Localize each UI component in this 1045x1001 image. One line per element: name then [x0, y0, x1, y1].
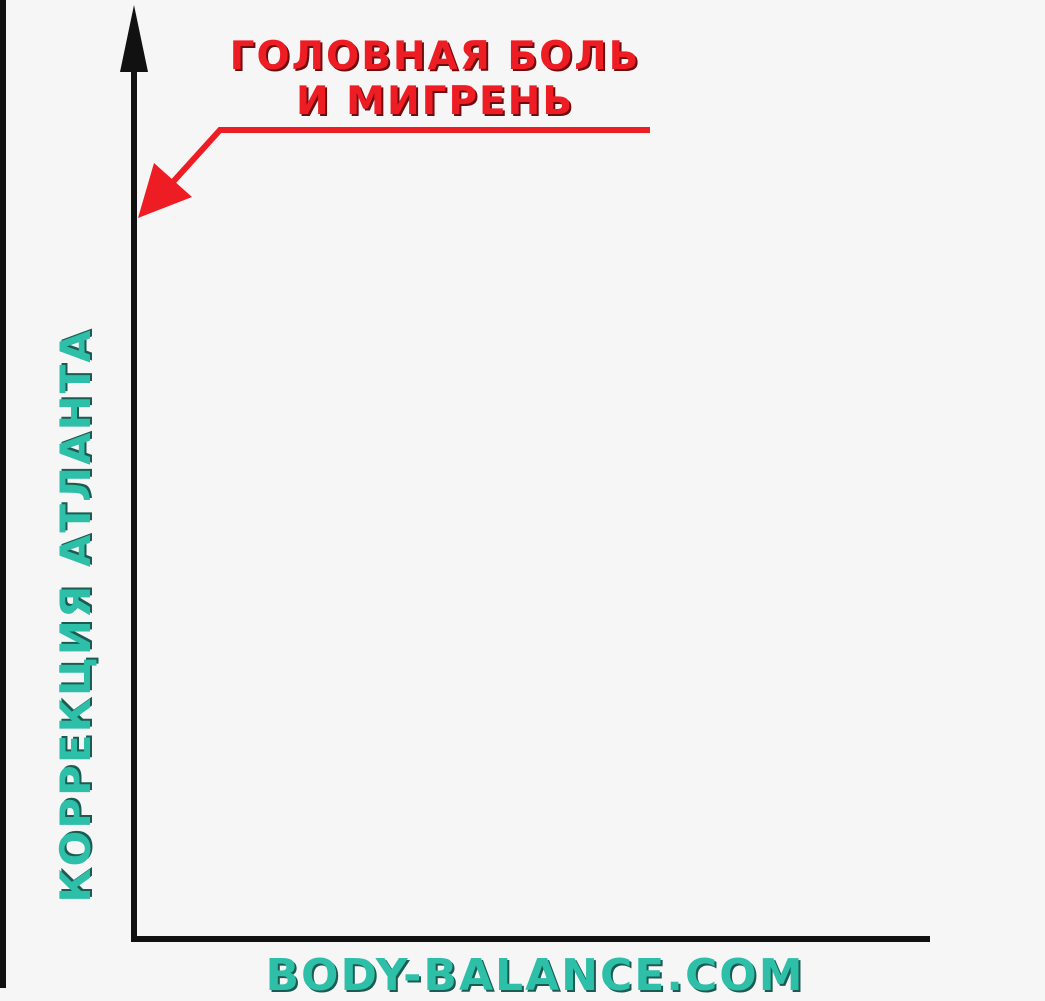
brand-watermark: BODY-BALANCE.COM — [265, 950, 805, 1001]
annotation-label: ГОЛОВНАЯ БОЛЬ И МИГРЕНЬ — [205, 34, 665, 124]
y-axis-label: КОРРЕКЦИЯ АТЛАНТА — [50, 328, 100, 903]
annotation-leader-line — [169, 127, 650, 186]
left-border — [0, 0, 6, 988]
y-axis-arrow-head — [120, 5, 148, 72]
y-axis-label-text: КОРРЕКЦИЯ АТЛАНТА — [50, 327, 100, 903]
annotation-line-1: ГОЛОВНАЯ БОЛЬ — [229, 34, 641, 79]
annotation-line-2: И МИГРЕНЬ — [295, 79, 575, 124]
annotation-arrow-head — [138, 163, 192, 218]
annotation-pointer — [138, 127, 650, 218]
